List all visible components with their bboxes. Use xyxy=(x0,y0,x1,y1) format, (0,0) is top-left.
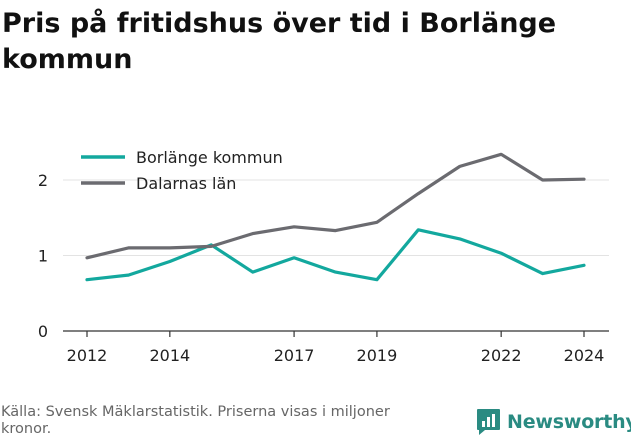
x-tick-label: 2017 xyxy=(274,346,315,365)
data-point xyxy=(127,246,130,249)
data-point xyxy=(334,229,337,232)
data-point xyxy=(210,245,213,248)
series xyxy=(85,152,586,282)
data-point xyxy=(417,192,420,195)
legend: Borlänge kommun Dalarnas län xyxy=(81,148,283,193)
y-tick-label: 0 xyxy=(38,322,48,341)
data-point xyxy=(292,256,295,259)
brand-name: Newsworthy xyxy=(507,411,631,433)
data-point xyxy=(541,272,544,275)
data-point xyxy=(500,252,503,255)
data-point xyxy=(168,260,171,263)
data-point xyxy=(582,264,585,267)
legend-label: Borlänge kommun xyxy=(136,148,283,167)
legend-label: Dalarnas län xyxy=(136,174,236,193)
data-point xyxy=(458,165,461,168)
data-point xyxy=(500,153,503,156)
x-tick-label: 2024 xyxy=(564,346,605,365)
data-point xyxy=(292,225,295,228)
chart-title: Pris på fritidshus över tid i Borlänge k… xyxy=(2,8,557,75)
data-point xyxy=(251,232,254,235)
data-point xyxy=(334,271,337,274)
data-point xyxy=(375,278,378,281)
series-line-0 xyxy=(85,228,586,282)
data-point xyxy=(541,178,544,181)
data-point xyxy=(582,178,585,181)
data-point xyxy=(127,274,130,277)
data-point xyxy=(168,246,171,249)
brand-logo: Newsworthy xyxy=(476,408,631,436)
x-tick-label: 2019 xyxy=(357,346,398,365)
source-note: Källa: Svensk Mäklarstatistik. Priserna … xyxy=(1,404,390,437)
data-point xyxy=(85,256,88,259)
y-tick-label: 2 xyxy=(38,171,48,190)
gridlines xyxy=(63,179,609,256)
x-tick-label: 2022 xyxy=(481,346,522,365)
newsworthy-logo-icon xyxy=(477,409,500,435)
data-point xyxy=(417,228,420,231)
series-line-1 xyxy=(85,152,586,260)
data-point xyxy=(375,221,378,224)
x-tick-label: 2012 xyxy=(67,346,108,365)
data-point xyxy=(458,237,461,240)
y-tick-label: 1 xyxy=(38,247,48,266)
data-point xyxy=(85,278,88,281)
data-point xyxy=(251,271,254,274)
axes: 0 1 2 2012 2014 2017 2019 2022 2024 xyxy=(38,171,609,365)
x-tick-label: 2014 xyxy=(149,346,190,365)
